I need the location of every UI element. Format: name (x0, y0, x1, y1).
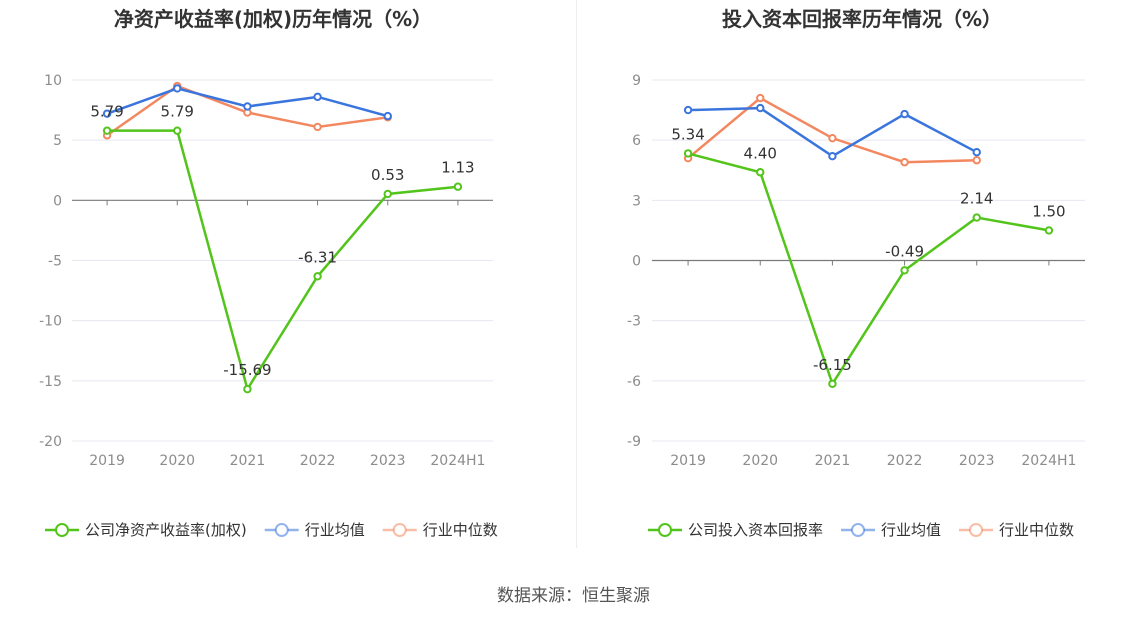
chart2-series-0-point[interactable] (828, 379, 837, 389)
chart2-y-tick-label: 0 (632, 254, 641, 270)
chart1-x-tick-label: 2020 (159, 453, 195, 469)
chart2-series-0-point[interactable] (1044, 226, 1054, 235)
chart2-y-tick-label: -9 (627, 434, 641, 450)
chart2-series-1-point[interactable] (756, 103, 765, 113)
chart1-data-label: -6.31 (298, 248, 337, 266)
chart2-data-label: 2.14 (960, 190, 993, 208)
panel-divider (576, 0, 577, 548)
chart2-x-tick-label: 2023 (959, 453, 995, 469)
chart2-x-tick-label: 2019 (670, 453, 706, 469)
chart2-series-2-point[interactable] (972, 156, 981, 165)
chart1-y-tick-label: -10 (39, 314, 62, 330)
chart2-legend-swatch-marker[interactable] (969, 523, 984, 537)
chart1-series-1-point[interactable] (173, 84, 182, 93)
chart1-legend-swatch-marker[interactable] (392, 523, 407, 537)
chart2-data-label: 4.40 (744, 144, 777, 162)
data-source: 数据来源：恒生聚源 (497, 586, 650, 606)
chart1-series-0-point[interactable] (453, 182, 463, 191)
chart1-data-label: -15.69 (223, 361, 271, 379)
chart1-series-0-point[interactable] (243, 384, 252, 394)
chart1-legend-swatch-marker[interactable] (55, 523, 69, 537)
chart1-data-label: 5.79 (90, 103, 123, 121)
chart2-y-tick-label: -6 (627, 374, 641, 390)
chart1-series-1-point[interactable] (313, 92, 322, 102)
chart2-data-label: 5.34 (671, 125, 704, 143)
chart1-y-tick-label: 0 (53, 193, 62, 209)
chart2-legend-swatch-marker[interactable] (658, 523, 672, 537)
chart1-series-1-point[interactable] (383, 111, 392, 121)
chart2-series-1-point[interactable] (972, 148, 981, 157)
chart2-legend-label[interactable]: 公司投入资本回报率 (688, 521, 823, 539)
chart1-series-line-0 (107, 129, 459, 393)
chart1-legend-label[interactable]: 公司净资产收益率(加权) (85, 521, 247, 539)
chart2-series-2-point[interactable] (900, 158, 909, 167)
chart2-x-tick-label: 2022 (887, 453, 923, 469)
chart1-series-2-point[interactable] (313, 122, 322, 132)
chart2-x-tick-label: 2024H1 (1021, 453, 1076, 469)
chart1-x-tick-label: 2019 (89, 453, 125, 469)
chart2-x-tick-label: 2021 (815, 453, 851, 469)
chart1-legend-label[interactable]: 行业均值 (305, 521, 365, 539)
chart2-data-label: 1.50 (1032, 202, 1065, 220)
chart2-series-0-point[interactable] (683, 149, 693, 158)
chart2-series-0-point[interactable] (900, 266, 909, 275)
chart2-legend-swatch-marker[interactable] (851, 523, 866, 537)
chart1-series-0-point[interactable] (383, 189, 392, 199)
chart1-x-tick-label: 2024H1 (430, 453, 485, 469)
chart1-series-0-point[interactable] (102, 126, 112, 135)
chart1-data-label: 5.79 (161, 103, 194, 121)
chart2-legend-label[interactable]: 行业均值 (881, 521, 941, 539)
chart1-x-tick-label: 2023 (370, 453, 406, 469)
chart1-data-label: 1.13 (441, 159, 474, 177)
chart2-y-tick-label: 6 (632, 133, 641, 149)
chart2-series-1-point[interactable] (683, 105, 693, 115)
chart1-y-tick-label: -15 (39, 374, 62, 390)
chart2-y-tick-label: 9 (632, 73, 641, 89)
chart2-title: 投入资本回报率历年情况（%） (722, 7, 1002, 31)
chart2-series-2-point[interactable] (828, 133, 837, 143)
chart2-x-tick-label: 2020 (742, 453, 778, 469)
chart1-legend-label[interactable]: 行业中位数 (423, 521, 498, 539)
chart2-series-1-point[interactable] (900, 109, 909, 119)
chart2-series-2-point[interactable] (756, 93, 765, 103)
chart1-y-tick-label: 5 (53, 133, 62, 149)
chart2-series-0-point[interactable] (972, 213, 981, 222)
chart2-series-0-point[interactable] (756, 168, 765, 177)
chart2-data-label: -0.49 (885, 242, 924, 260)
chart1-data-label: 0.53 (371, 166, 404, 184)
chart2-y-tick-label: 3 (632, 193, 641, 209)
chart1-x-tick-label: 2021 (230, 453, 266, 469)
chart1-series-0-point[interactable] (173, 126, 182, 135)
chart2-series-1-point[interactable] (828, 152, 837, 161)
chart1-series-1-point[interactable] (243, 102, 252, 111)
chart1-series-0-point[interactable] (313, 272, 322, 281)
chart2-data-label: -6.15 (813, 356, 852, 374)
chart1-x-tick-label: 2022 (300, 453, 336, 469)
chart2-series-line-1 (688, 106, 978, 158)
chart2-y-tick-label: -3 (627, 314, 641, 330)
chart1-series-1-point[interactable] (102, 109, 112, 118)
chart1-title: 净资产收益率(加权)历年情况（%） (114, 7, 432, 31)
chart1-y-tick-label: -5 (48, 254, 62, 270)
chart2-series-line-0 (687, 152, 1050, 387)
chart1-y-tick-label: 10 (44, 73, 62, 89)
chart2-legend-label[interactable]: 行业中位数 (999, 521, 1074, 539)
chart1-y-tick-label: -20 (39, 434, 62, 450)
chart1-legend-swatch-marker[interactable] (274, 523, 289, 537)
